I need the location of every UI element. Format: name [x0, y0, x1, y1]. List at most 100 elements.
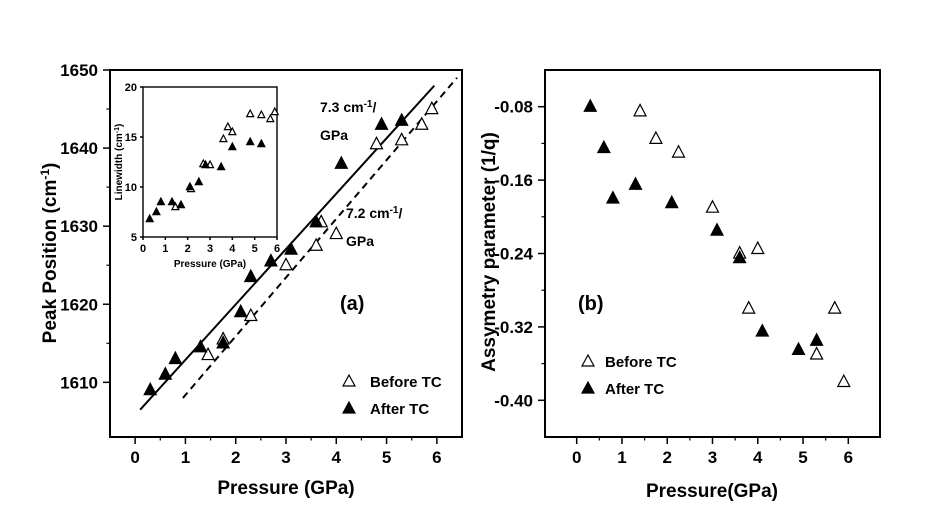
panel-a-before-tc-point [394, 132, 409, 146]
inset-after-tc-point [227, 141, 237, 151]
panel-b-after-tc-point [628, 176, 643, 190]
inset-ylabel-sup: -1 [114, 127, 121, 133]
inset-ytick-label: 20 [125, 82, 137, 94]
inset-before-tc-point [245, 108, 255, 118]
inset-after-tc-point [176, 199, 186, 209]
panel-a-after-tc-point [263, 253, 278, 267]
fit-line-before-tc [182, 77, 458, 399]
panel-b-label: (b) [578, 293, 604, 315]
panel-a-ytick-label: 1620 [60, 295, 98, 314]
panel-b-after-tc-point [583, 98, 598, 112]
fit-annotation-1-tail: / [373, 99, 377, 115]
panel-a-before-tc-point [369, 136, 384, 150]
panel-a-after-tc-point [216, 335, 231, 349]
panel-b-before-tc-point [648, 130, 663, 144]
inset-xlabel: Pressure (GPa) [174, 259, 246, 270]
panel-b-after-tc-point [710, 222, 725, 236]
inset-after-tc-point [216, 161, 226, 171]
panel-b-after-tc-point [664, 194, 679, 209]
panel-b-after-tc-point [791, 341, 806, 355]
inset-ylabel: Linewidth (cm-1) [114, 124, 126, 201]
panel-b-before-tc-point [705, 199, 720, 213]
fit-annotation-1-sup: -1 [364, 99, 373, 110]
panel-a-xtick-label: 5 [382, 448, 391, 467]
panel-b-xtick-label: 3 [708, 448, 717, 467]
panel-b-ytick-label: -0.08 [494, 98, 533, 117]
panel-b-after-tc-point [596, 139, 611, 154]
panel-b-ticks: 0 1 2 3 4 5 6 -0.08 -0.16 -0.24 -0.32 -0.40 [494, 98, 853, 467]
fit-line-after-tc [139, 84, 436, 411]
panel-a-ytick-label: 1610 [60, 373, 98, 392]
legend-b-before-marker [580, 353, 596, 367]
fit-annotation-1-line2: GPa [320, 127, 348, 143]
inset-after-tc-point [245, 136, 255, 146]
inset-xtick-label: 6 [274, 243, 280, 255]
panel-b-before-tc-point [741, 300, 756, 314]
panel-b-ytick-label: -0.24 [494, 245, 533, 264]
panel-a-fit-lines [139, 77, 458, 411]
panel-a-xtick-label: 4 [332, 448, 342, 467]
panel-b-xtick-label: 4 [753, 448, 763, 467]
fit-annotation-1: 7.3 cm-1/ [320, 99, 377, 116]
panel-b-after-tc-point [605, 190, 620, 204]
panel-a-xtick-label: 3 [281, 448, 290, 467]
panel-b-xtick-label: 0 [572, 448, 581, 467]
panel-a-before-tc-point [309, 237, 324, 251]
panel-a-after-tc-point [374, 116, 389, 130]
panel-a-legend: Before TC After TC [341, 373, 442, 418]
inset-before-tc-point [223, 121, 233, 131]
panel-a-xtick-label: 1 [181, 448, 190, 467]
fit-annotation-2-line2: GPa [346, 233, 374, 249]
legend-b-after-marker [580, 380, 596, 394]
inset-before-tc-point [218, 133, 228, 143]
panel-b-points [583, 98, 851, 388]
inset-after-tc-point [145, 213, 155, 223]
panel-b-xtick-label: 2 [662, 448, 671, 467]
inset-after-tc-point [256, 138, 266, 148]
panel-b-after-tc-point [732, 249, 747, 264]
panel-a-xtick-label: 6 [432, 448, 441, 467]
inset-after-tc-point [167, 196, 177, 206]
panel-b-ytick-label: -0.16 [494, 171, 533, 190]
panel-b-after-tc-point [755, 323, 770, 337]
inset-ytick-label: 15 [125, 132, 137, 144]
inset-xtick-label: 3 [207, 243, 213, 255]
panel-b-before-tc-point [633, 103, 648, 117]
panel-a-after-tc-point [309, 214, 324, 228]
panel-a-before-tc-point [424, 100, 439, 115]
inset-before-tc-point [270, 106, 280, 116]
inset-xtick-label: 4 [229, 243, 236, 255]
panel-a-ylabel: Peak Position (cm-1) [38, 163, 61, 344]
panel-a-after-tc-point [243, 268, 258, 283]
inset-ylabel-close: ) [114, 124, 125, 127]
inset-before-tc-point [265, 113, 275, 123]
legend-a-after-label: After TC [370, 401, 429, 418]
panel-b-xlabel: Pressure(GPa) [646, 481, 778, 502]
panel-a-after-tc-point [143, 382, 158, 396]
panel-a-before-tc-point [201, 346, 216, 361]
panel-b-xtick-label: 6 [844, 448, 853, 467]
legend-a-after-marker [341, 400, 357, 414]
inset-xtick-label: 5 [252, 243, 258, 255]
panel-a-ylabel-main: Peak Position (cm [40, 180, 61, 344]
panel-a-xtick-label: 0 [130, 448, 139, 467]
panel-b-ylabel: Assymetry parameter (1/q) [479, 132, 500, 372]
fit-annotation-1-text: 7.3 cm [320, 99, 364, 115]
panel-a-ytick-label: 1650 [60, 61, 98, 80]
inset-ylabel-main: Linewidth (cm [114, 133, 125, 200]
legend-b-before-label: Before TC [605, 354, 677, 371]
inset-xtick-label: 0 [140, 243, 146, 255]
panel-a-after-tc-point [168, 350, 183, 365]
panel-a-after-tc-point [394, 112, 409, 126]
panel-b-frame [544, 69, 881, 438]
inset-after-tc-point [201, 159, 211, 169]
inset-after-tc-point [156, 196, 166, 206]
inset-after-tc-point [185, 181, 195, 191]
panel-a-after-tc-point [233, 303, 248, 318]
panel-a-after-tc-point [284, 241, 299, 255]
panel-b-xtick-label: 1 [617, 448, 626, 467]
panel-a-ylabel-sup: -1 [38, 169, 52, 180]
panel-b-legend: Before TC After TC [580, 353, 677, 398]
